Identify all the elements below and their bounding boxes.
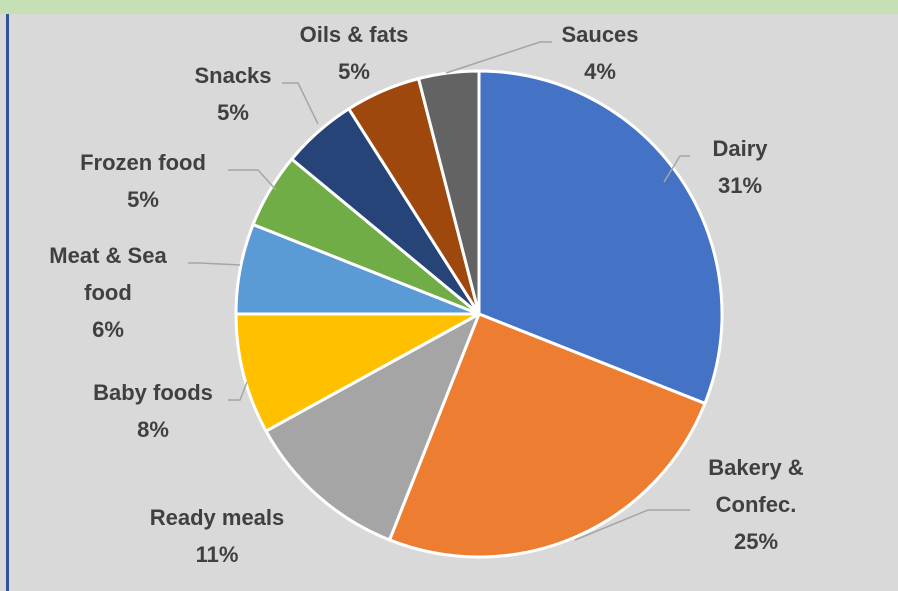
data-label-1: Dairy 31% [712,136,768,198]
leader-line-4 [228,381,248,401]
slice-value-label: 6% [92,317,124,342]
data-label-2: Bakery & Confec. 25% [708,455,804,554]
leader-line-5 [188,262,241,266]
slice-value-label: 5% [127,187,159,212]
slice-category-label: Baby foods [93,380,213,405]
slice-value-label: 11% [196,542,239,567]
pie-slice-1 [477,69,724,405]
pie-slice-3 [264,312,481,542]
slice-category-label: Oils & fats [300,22,409,47]
slice-value-label: 8% [137,417,169,442]
leader-line-1 [663,155,690,183]
leader-line-7 [282,82,319,125]
pie-slice-2 [388,312,707,559]
slice-value-label: 31% [718,173,762,198]
slice-value-label: 25% [734,529,778,554]
data-label-4: Baby foods 8% [93,380,213,442]
slice-category-label: Snacks [194,63,271,88]
leader-line-2 [574,509,690,541]
slice-category-label: Dairy [712,136,768,161]
top-band [0,0,898,14]
data-label-8: Oils & fats 5% [300,22,409,84]
data-labels: Dairy 31% Bakery & Confec. 25% Ready meals 11%… [49,22,804,567]
leader-lines [188,41,690,541]
slice-category-label: Sauces [561,22,638,47]
data-label-5: Meat & Sea food 6% [49,243,167,342]
pie-slice-9 [417,69,481,316]
slice-category-label: Ready meals [150,505,285,530]
slice-value-label: 5% [338,59,370,84]
leader-line-9 [445,41,552,74]
slice-category-label: Bakery & [708,455,804,480]
slice-category-label: Confec. [716,492,797,517]
data-label-3: Ready meals 11% [150,505,285,567]
leader-line-6 [228,169,277,191]
slice-value-label: 4% [584,59,616,84]
slice-category-label: Frozen food [80,150,206,175]
data-label-9: Sauces 4% [561,22,638,84]
pie-slice-4 [234,312,481,433]
slice-category-label: Meat & Sea [49,243,167,268]
slice-value-label: 5% [217,100,249,125]
left-rule [6,14,9,591]
data-label-6: Frozen food 5% [80,150,206,212]
data-label-7: Snacks 5% [194,63,271,125]
pie-slices [234,69,724,559]
slice-category-label: food [84,280,132,305]
